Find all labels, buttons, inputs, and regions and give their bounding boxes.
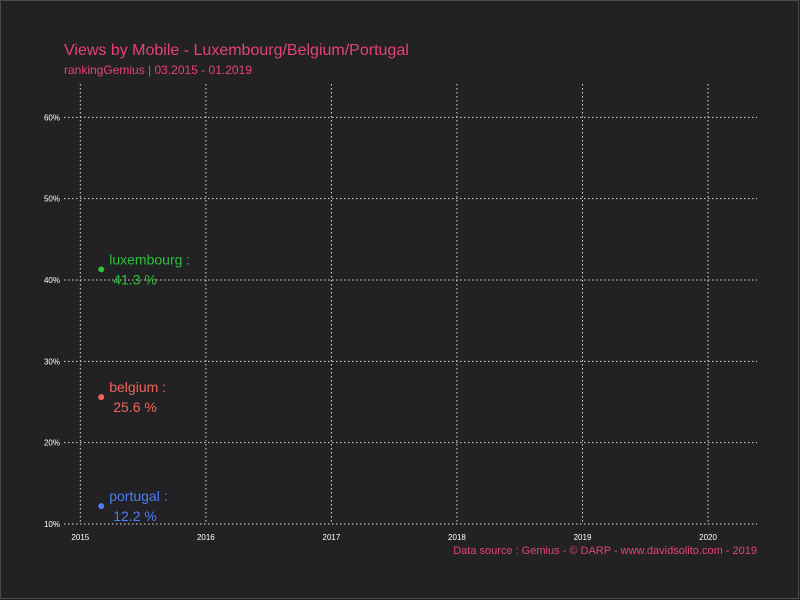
y-tick-label: 40%	[44, 276, 60, 285]
x-tick-label: 2017	[323, 533, 341, 542]
y-tick-label: 60%	[44, 113, 60, 122]
value-label-luxembourg: 41.3 %	[113, 271, 157, 287]
series-label-belgium: belgium :	[109, 379, 166, 395]
x-tick-label: 2020	[699, 533, 717, 542]
value-label-portugal: 12.2 %	[113, 508, 157, 524]
value-label-belgium: 25.6 %	[113, 399, 157, 415]
data-point-portugal	[98, 503, 105, 510]
mark-layer: luxembourg : 41.3 % belgium : 25.6 % portuga…	[98, 251, 190, 524]
data-point-luxembourg	[98, 266, 105, 273]
grid-layer	[64, 84, 757, 525]
chart-title: Views by Mobile - Luxembourg/Belgium/Por…	[64, 42, 409, 59]
data-point-belgium	[98, 394, 105, 401]
series-label-luxembourg: luxembourg :	[109, 251, 190, 267]
chart-subtitle: rankingGemius | 03.2015 - 01.2019	[64, 63, 252, 77]
x-tick-label: 2016	[197, 533, 215, 542]
y-tick-label: 10%	[44, 520, 60, 529]
y-tick-label: 30%	[44, 357, 60, 366]
x-tick-label: 2015	[71, 533, 89, 542]
y-tick-label: 20%	[44, 439, 60, 448]
series-label-portugal: portugal :	[109, 488, 167, 504]
tick-layer: 2015 2016 2017 2018 2019 2020 10% 20% 30% 40% 50% 6…	[44, 113, 718, 542]
x-tick-label: 2018	[448, 533, 466, 542]
x-tick-label: 2019	[574, 533, 592, 542]
data-source-note: Data source : Gemius - © DARP - www.davi…	[453, 545, 757, 557]
y-tick-label: 50%	[44, 195, 60, 204]
